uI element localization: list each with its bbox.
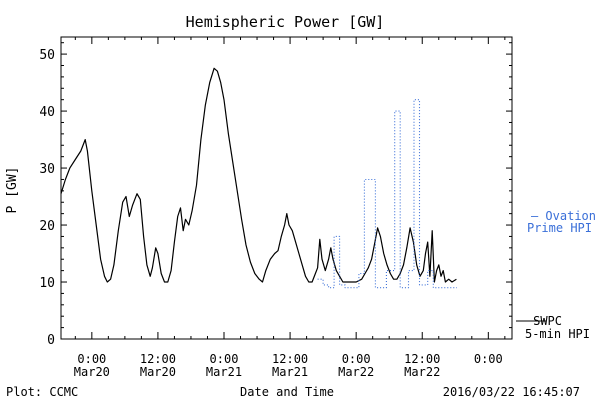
x-tick-date-0: Mar20 [74,365,110,379]
footer-timestamp: 2016/03/22 16:45:07 [443,385,580,399]
y-tick-label-20: 20 [39,219,55,234]
y-tick-label-0: 0 [47,333,55,348]
x-tick-time-1: 12:00 [140,352,176,366]
footer-plot-credit: Plot: CCMC [6,385,78,399]
legend-ovation-line2: Prime HPI [527,221,592,235]
x-axis-label: Date and Time [240,385,334,399]
y-tick-label-10: 10 [39,276,55,291]
axes [60,36,513,340]
series-layer [60,67,457,289]
x-tick-time-3: 12:00 [272,352,308,366]
x-tick-time-0: 0:00 [77,352,106,366]
ticks-layer: 010203040500:00Mar2012:00Mar200:00Mar211… [39,37,512,379]
x-tick-time-6: 0:00 [474,352,503,366]
legend-ovation-line1: — Ovation [531,209,596,223]
x-tick-date-5: Mar22 [404,365,440,379]
chart-title: Hemispheric Power [GW] [186,13,385,31]
y-tick-label-30: 30 [39,162,55,177]
x-tick-date-3: Mar21 [272,365,308,379]
y-tick-label-50: 50 [39,48,55,63]
x-tick-date-2: Mar21 [206,365,242,379]
legend-swpc-line1: SWPC [533,314,562,328]
series-line-ovation [317,99,457,289]
x-tick-time-2: 0:00 [210,352,239,366]
x-tick-time-5: 12:00 [404,352,440,366]
series-line-swpc [60,67,457,283]
legend-swpc-line2: 5-min HPI [525,327,590,341]
y-tick-label-40: 40 [39,105,55,120]
x-tick-date-4: Mar22 [338,365,374,379]
plot-frame [60,36,513,340]
x-tick-date-1: Mar20 [140,365,176,379]
y-axis-label: P [GW] [5,167,20,214]
x-tick-time-4: 0:00 [342,352,371,366]
